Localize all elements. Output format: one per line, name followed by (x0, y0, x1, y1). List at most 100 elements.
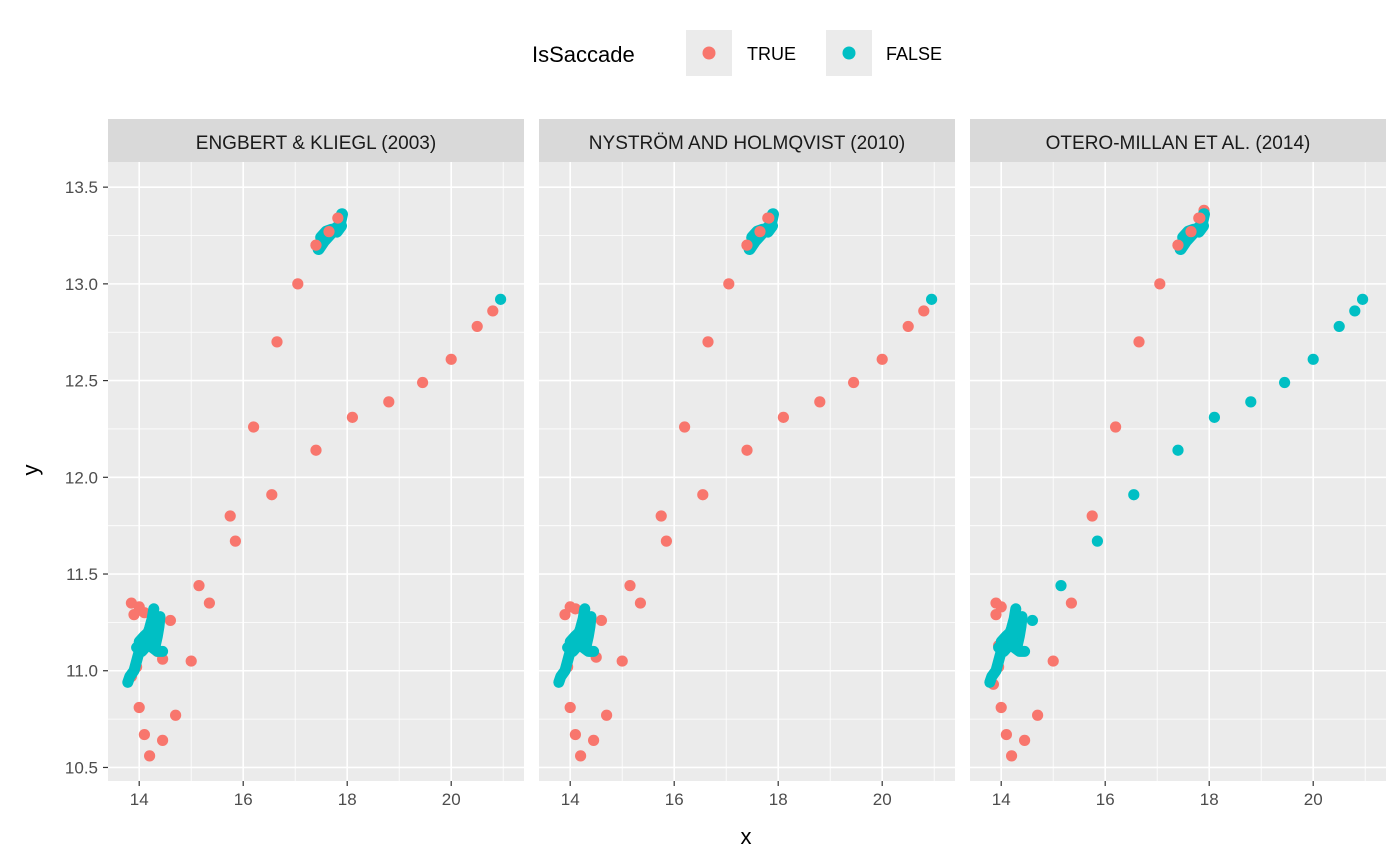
scatter-point-true (902, 320, 914, 333)
scatter-point-true (138, 728, 150, 741)
y-tick-label: 12.0 (65, 468, 98, 487)
scatter-point-true (990, 609, 1002, 621)
facet-panel-nystrom-holmqvist: NYSTRÖM AND HOLMQVIST (2010) 14 16 18 20 (539, 119, 955, 809)
panel-background (539, 162, 955, 781)
scatter-point-true (763, 212, 775, 224)
x-tick-label: 16 (1096, 790, 1115, 809)
scatter-point-false (1128, 489, 1140, 501)
fixation-clusters (984, 208, 1210, 688)
scatter-point-true (229, 535, 241, 547)
scatter-point-true (723, 278, 735, 290)
scatter-point-true (1019, 734, 1031, 746)
legend: IsSaccade TRUE FALSE (532, 30, 942, 76)
scatter-point-true (918, 305, 930, 317)
scatter-point-true (157, 734, 169, 746)
scatter-point-true (1133, 336, 1145, 348)
scatter-point-true (1172, 239, 1184, 251)
scatter-point-false (1357, 293, 1369, 305)
legend-title: IsSaccade (532, 42, 635, 67)
fixation-clusters (553, 208, 779, 688)
legend-label-false: FALSE (886, 44, 942, 64)
y-axis: 10.5 11.0 11.5 12.0 12.5 13.0 13.5 (65, 178, 108, 777)
facet-strip (108, 119, 524, 162)
y-tick-label: 10.5 (65, 758, 98, 777)
scatter-point-true (634, 597, 647, 609)
scatter-point-true (1086, 510, 1098, 522)
scatter-point-true (702, 336, 714, 348)
x-tick-label: 14 (130, 790, 149, 809)
facet-panel-engbert-kliegl: ENGBERT & KLIEGL (2003) 14 16 18 20 (108, 119, 524, 809)
scatter-point-true (1065, 597, 1077, 609)
scatter-point-true (588, 734, 600, 746)
scatter-point-true (224, 510, 236, 522)
x-axis-title: x (741, 824, 752, 849)
facet-strip-label: OTERO-MILLAN ET AL. (2014) (1046, 133, 1311, 154)
legend-label-true: TRUE (747, 44, 796, 64)
x-tick-label: 16 (234, 790, 253, 809)
scatter-point-true (575, 750, 587, 762)
scatter-point-true (271, 336, 283, 348)
scatter-point-true (616, 655, 628, 667)
scatter-point-true (185, 655, 197, 667)
y-tick-label: 11.5 (66, 565, 98, 584)
scatter-point-false (1307, 353, 1319, 365)
scatter-point-true (164, 614, 176, 627)
x-tick-label: 18 (1200, 790, 1219, 809)
facet-strip-label: ENGBERT & KLIEGL (2003) (196, 133, 436, 154)
scatter-point-true (741, 444, 753, 456)
scatter-point-true (417, 376, 429, 389)
x-tick-label: 14 (992, 790, 1011, 809)
gridlines (108, 162, 524, 781)
scatter-point-false (1208, 411, 1220, 423)
scatter-points (987, 204, 1369, 762)
scatter-point-true (741, 239, 753, 251)
scatter-point-false (926, 293, 938, 305)
scatter-point-true (1185, 226, 1197, 238)
scatter-point-false (1279, 376, 1291, 389)
scatter-point-true (292, 278, 304, 290)
scatter-point-false (1245, 396, 1257, 408)
scatter-point-true (1110, 421, 1122, 433)
y-tick-label: 11.0 (66, 662, 98, 681)
scatter-point-true (128, 609, 140, 621)
scatter-point-true (266, 489, 278, 501)
scatter-point-false (495, 293, 507, 305)
scatter-point-true (144, 750, 156, 762)
y-axis-title: y (18, 465, 43, 476)
y-tick-label: 12.5 (65, 372, 98, 391)
scatter-point-true (754, 226, 766, 238)
scatter-point-true (1154, 278, 1166, 290)
scatter-point-true (814, 396, 826, 408)
scatter-point-false (1349, 305, 1361, 317)
facet-panel-otero-millan: OTERO-MILLAN ET AL. (2014) 14 16 18 20 (970, 119, 1386, 809)
scatter-point-false (1172, 444, 1184, 456)
scatter-point-true (332, 212, 344, 224)
scatter-point-true (624, 580, 636, 592)
scatter-point-true (569, 728, 582, 741)
facet-strip (539, 119, 955, 162)
x-tick-label: 16 (665, 790, 684, 809)
scatter-point-true (471, 320, 483, 333)
scatter-point-true (487, 305, 499, 317)
scatter-point-true (170, 709, 182, 721)
y-tick-label: 13.0 (65, 275, 98, 294)
scatter-point-true (310, 239, 322, 251)
x-tick-label: 20 (873, 790, 892, 809)
scatter-point-true (323, 226, 335, 238)
scatter-point-true (848, 376, 860, 389)
scatter-point-false (1333, 320, 1345, 333)
scatter-point-true (1000, 728, 1013, 741)
y-tick-label: 13.5 (65, 178, 98, 197)
scatter-point-true (660, 535, 673, 547)
x-axis: 14 16 18 20 (130, 781, 461, 809)
scatter-point-false (1055, 580, 1067, 592)
scatter-point-true (595, 614, 608, 627)
scatter-point-true (383, 396, 395, 408)
scatter-point-true (1047, 655, 1059, 667)
scatter-point-true (133, 701, 145, 714)
legend-key-true-point (702, 46, 716, 60)
panel-background (970, 162, 1386, 781)
x-axis: 14 16 18 20 (561, 781, 892, 809)
scatter-point-true (1194, 212, 1206, 224)
